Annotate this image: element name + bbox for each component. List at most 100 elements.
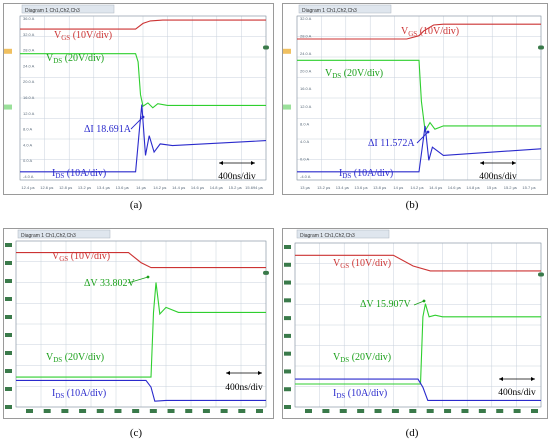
scope-header-text: Diagram 1 Ch1,Ch2,Ch3 [21,233,76,239]
annotation-arrow-head [146,275,150,279]
bottom-marker-square [114,409,122,413]
x-tick-label: 14.2 µs [410,185,423,190]
channel-label-ids: IDS (10A/div) [52,388,106,400]
x-tick-label: 13.4 µs [336,185,349,190]
channel-marker-left[interactable] [283,104,291,110]
waveform-vgs [20,19,266,30]
time-scale-arrow-right [531,377,535,381]
x-tick-label: 14.2 µs [153,185,166,190]
delta-annotation: ΔI 18.691A [84,124,132,135]
bottom-marker-square [391,409,399,413]
scope-plot-a: Diagram 1 Ch1,Ch2,Ch3 36.0 A 32.0 A 28.0 A 2… [4,4,269,190]
annotation-arrow [127,276,149,284]
channel-label-ids: IDS (10A/div) [52,168,106,180]
x-tick-label: 15 µs [487,185,497,190]
plot-frame [296,15,542,181]
x-tick-label: 14.4 µs [429,185,442,190]
scope-plot-c: Diagram 1 Ch1,Ch2,Ch3 VGS (10V/div) VDS (2… [5,229,269,413]
y-tick-label: 32.0 A [23,32,35,37]
y-tick-label: -4.0 A [300,174,311,179]
waveform-ids [20,104,267,173]
channel-marker-left[interactable] [283,48,291,54]
x-tick-label: 15.7 µs [522,185,535,190]
y-tick-label: 4.0 A [23,142,32,147]
x-tick-label: 14.8 µs [210,185,223,190]
left-marker-square [284,280,291,285]
y-tick-label: 24.0 A [23,63,35,68]
left-marker-square [5,261,12,265]
bottom-marker-square [26,409,33,413]
bottom-marker-square [132,409,140,413]
channel-marker-left[interactable] [4,104,12,110]
scope-header-tab[interactable] [296,229,390,239]
scope-header-tab[interactable] [17,229,111,239]
x-tick-label: 13.2 µs [78,185,91,190]
x-tick-label: 13.8 µs [373,185,386,190]
channel-label-vgs: VGS (10V/div) [401,26,459,38]
channel-marker-right[interactable] [538,45,544,50]
waveform-vds [297,59,541,133]
left-marker-square [284,405,291,409]
plot-frame [15,240,267,408]
channel-marker-right[interactable] [263,270,269,275]
plot-frame [19,15,267,181]
channel-label-vds: VDS (20V/div) [46,53,104,65]
channel-marker-left[interactable] [4,48,12,54]
left-marker-square [5,405,12,409]
time-scale-arrow-left [499,377,503,381]
delta-annotation: ΔI 11.572A [368,138,415,149]
x-tick-label: 12.4 µs [21,185,34,190]
scope-screen-c: Diagram 1 Ch1,Ch2,Ch3 VGS (10V/div) VDS (2… [3,228,274,419]
x-tick-label: 15.2 µs [504,185,517,190]
scope-header-tab[interactable] [298,4,392,14]
y-tick-label: 28.0 A [300,34,312,39]
bottom-marker-square [496,409,504,413]
left-marker-square [284,245,291,249]
waveform-ids [16,379,266,402]
scope-header-text: Diagram 1 Ch1,Ch2,Ch3 [25,8,80,14]
left-marker-square [284,316,291,321]
bottom-marker-square [79,409,87,413]
left-marker-square [284,351,291,356]
x-tick-label: 15.2 µs [229,185,242,190]
left-marker-square [5,369,12,373]
y-tick-label: -4.0 A [23,174,34,179]
time-scale-arrow-right [512,161,516,165]
x-tick-label: 12.6 µs [40,185,53,190]
x-tick-label: 14 µs [393,185,403,190]
left-marker-square [5,315,12,319]
scope-header-tab[interactable] [21,4,115,14]
waveform-vgs [295,254,541,272]
waveform-ids [297,125,542,173]
left-marker-square [5,243,12,247]
bottom-marker-square [426,409,434,413]
waveform-vgs [16,252,266,269]
waveform-vds [16,282,266,378]
time-scale-label: 400ns/div [218,172,256,182]
bottom-marker-square [149,409,157,413]
bottom-marker-square [43,409,51,413]
time-scale-label: 400ns/div [479,172,517,182]
channel-label-vds: VDS (20V/div) [46,352,104,364]
channel-marker-right[interactable] [263,45,269,50]
bottom-marker-square [461,409,469,413]
channel-label-vds: VDS (20V/div) [325,68,383,80]
y-tick-label: 32.0 A [300,16,312,21]
x-tick-label: 14.8 µs [466,185,479,190]
waveform-ids [295,378,541,401]
channel-label-ids: IDS (10A/div) [333,388,387,400]
x-tick-label: 14.6 µs [191,185,204,190]
scope-screen-b: Diagram 1 Ch1,Ch2,Ch3 32.0 A 28.0 A 24.0 A 2… [282,3,548,195]
delta-annotation: ΔV 15.907V [360,299,411,310]
left-marker-square [5,279,12,283]
scope-plot-b: Diagram 1 Ch1,Ch2,Ch3 32.0 A 28.0 A 24.0 A 2… [283,4,544,190]
caption-c: (c) [129,427,143,439]
y-tick-label: 16.0 A [23,95,35,100]
scope-screen-a: Diagram 1 Ch1,Ch2,Ch3 36.0 A 32.0 A 28.0 A 2… [3,3,274,195]
channel-marker-right[interactable] [538,272,544,277]
time-scale-arrow-left [480,161,484,165]
channel-label-ids: IDS (10A/div) [339,168,393,180]
x-tick-label: 15.694 µs [245,185,263,190]
x-tick-label: 14.4 µs [172,185,185,190]
left-marker-square [284,262,291,267]
